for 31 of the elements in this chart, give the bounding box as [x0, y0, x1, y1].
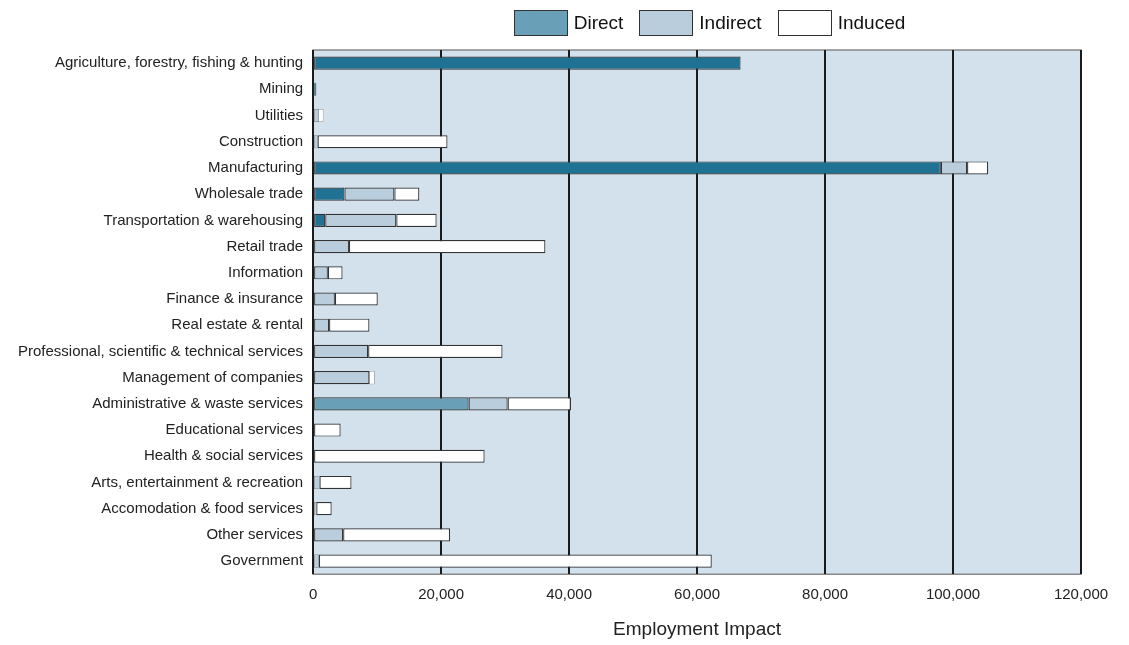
legend-label: Indirect — [699, 12, 762, 34]
x-axis-title: Employment Impact — [613, 617, 782, 639]
y-tick-label: Mining — [258, 79, 304, 97]
y-tick-label: Retail trade — [226, 236, 304, 254]
y-tick-label: Agriculture, forestry, fishing & hunting — [54, 53, 304, 71]
y-tick-label: Arts, entertainment & recreation — [91, 472, 304, 490]
y-tick-label: Finance & insurance — [166, 289, 304, 307]
y-tick-label: Other services — [206, 525, 304, 543]
y-tick-label: Government — [220, 551, 304, 569]
y-tick-label: Wholesale trade — [194, 184, 304, 202]
legend-label: Induced — [837, 12, 906, 34]
legend-label: Direct — [573, 12, 624, 34]
x-tick-label: 100,000 — [925, 585, 981, 603]
x-tick-label: 20,000 — [418, 585, 465, 603]
y-tick-label: Administrative & waste services — [92, 393, 304, 411]
y-tick-label: Accomodation & food services — [101, 498, 304, 516]
x-tick-label: 40,000 — [546, 585, 593, 603]
y-tick-label: Educational services — [165, 420, 304, 438]
x-tick-label: 120,000 — [1053, 585, 1109, 603]
x-tick-label: 0 — [308, 585, 318, 603]
y-tick-label: Transportation & warehousing — [103, 210, 304, 228]
y-tick-label: Health & social services — [143, 446, 304, 464]
x-tick-label: 80,000 — [802, 585, 848, 603]
y-tick-label: Real estate & rental — [171, 315, 304, 333]
y-tick-label: Manufacturing — [208, 158, 304, 176]
y-tick-label: Construction — [218, 131, 304, 149]
y-tick-label: Utilities — [254, 105, 304, 123]
y-tick-label: Information — [228, 262, 304, 280]
y-tick-label: Professional, scientific & technical services — [17, 341, 304, 359]
y-tick-label: Management of companies — [122, 367, 304, 385]
x-tick-label: 60,000 — [674, 585, 720, 603]
